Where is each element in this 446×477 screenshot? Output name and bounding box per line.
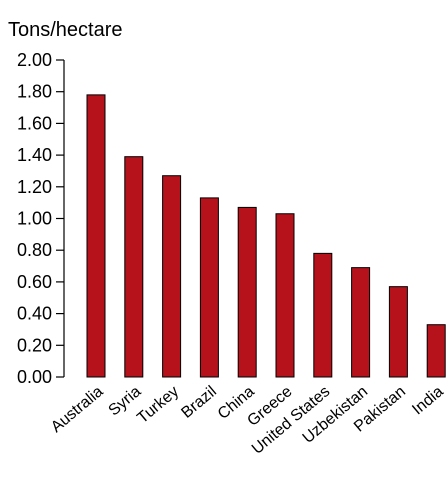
y-tick-label: 0.40	[17, 304, 52, 324]
bar-uzbekistan	[351, 267, 371, 378]
y-tick-label: 1.80	[17, 82, 52, 102]
y-tick-label: 0.00	[17, 367, 52, 387]
bar-india	[426, 324, 446, 378]
bars	[86, 94, 446, 378]
y-axis-ticks: 0.00 0.20 0.40 0.60 0.80 1.00 1.20 1.40 1.60 1.80…	[17, 50, 64, 387]
y-tick-label: 0.20	[17, 335, 52, 355]
y-tick-label: 2.00	[17, 50, 52, 70]
y-tick-label: 0.60	[17, 272, 52, 292]
bar-greece	[275, 213, 295, 378]
x-category-label: Turkey	[134, 383, 182, 427]
x-category-label: Australia	[48, 383, 107, 436]
y-tick-label: 1.20	[17, 177, 52, 197]
y-tick-label: 1.60	[17, 113, 52, 133]
bar-turkey	[162, 175, 182, 378]
bar-brazil	[199, 197, 219, 378]
bar-syria	[124, 156, 144, 378]
y-tick-label: 0.80	[17, 240, 52, 260]
y-axis-label: Tons/hectare	[8, 19, 123, 41]
y-tick-label: 1.00	[17, 209, 52, 229]
bar-pakistan	[388, 286, 408, 378]
y-tick-label: 1.40	[17, 145, 52, 165]
bar-china	[237, 206, 257, 378]
bar-united-states	[313, 252, 333, 378]
x-category-label: India	[409, 383, 446, 418]
bar-australia	[86, 94, 106, 378]
x-category-label: Brazil	[178, 383, 220, 422]
category-labels: AustraliaSyriaTurkeyBrazilChinaGreeceUni…	[48, 383, 446, 458]
